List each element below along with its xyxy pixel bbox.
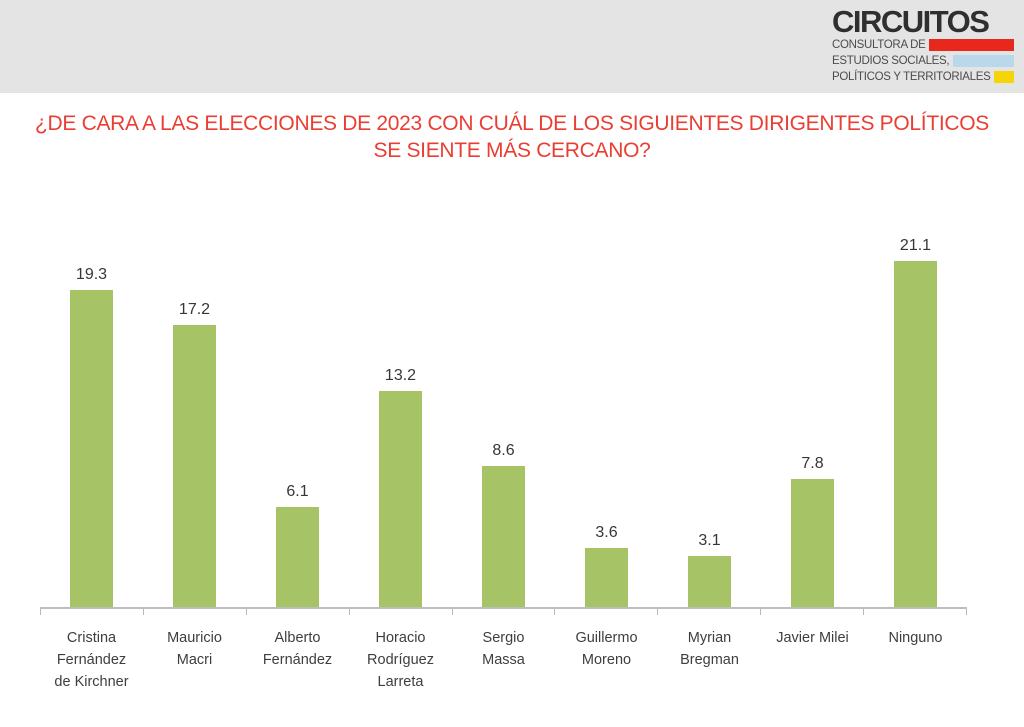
bar-value-label: 13.2 <box>384 366 417 384</box>
x-axis-labels: Cristina Fernández de Kirchner Mauricio M… <box>40 615 967 693</box>
category-label: Alberto Fernández <box>262 630 333 668</box>
category-label: Horacio Rodríguez Larreta <box>367 630 434 690</box>
bar <box>791 479 834 607</box>
logo-subtitle-text: ESTUDIOS SOCIALES, <box>832 55 950 67</box>
bar-value-label: 17.2 <box>178 300 211 318</box>
bar <box>276 506 319 607</box>
logo-subtitle-text: POLÍTICOS Y TERRITORIALES <box>832 71 991 83</box>
bar-value-label: 7.8 <box>801 455 824 473</box>
logo-title: CIRCUITOS <box>832 4 990 39</box>
logo-blue-bar <box>953 55 1014 67</box>
bar <box>70 290 113 607</box>
bar-column: 6.1 <box>246 483 349 607</box>
bar-value-label: 19.3 <box>75 266 108 284</box>
bar-column: 19.3 <box>40 266 143 607</box>
chart-title: ¿DE CARA A LAS ELECCIONES DE 2023 CON CU… <box>0 93 1024 164</box>
bar-column: 3.1 <box>658 532 761 607</box>
bar <box>173 324 216 607</box>
logo-yellow-bar <box>994 71 1014 83</box>
bar-column: 17.2 <box>143 301 246 607</box>
axis-tick <box>451 609 555 615</box>
logo-red-bar <box>929 39 1014 51</box>
bar <box>688 556 731 607</box>
bar-column: 7.8 <box>761 455 864 607</box>
bar <box>894 260 937 607</box>
bar-column: 3.6 <box>555 524 658 607</box>
logo-subtitle-text: CONSULTORA DE <box>832 39 926 51</box>
bar <box>585 547 628 607</box>
bar-column: 8.6 <box>452 442 555 607</box>
category-label: Ninguno <box>888 630 943 646</box>
logo-subtitle-row: CONSULTORA DE <box>832 37 1014 53</box>
header-band: CIRCUITOS CONSULTORA DE ESTUDIOS SOCIALE… <box>0 0 1024 93</box>
category-label: Guillermo Moreno <box>575 630 638 668</box>
axis-tick <box>245 609 349 615</box>
category-label: Cristina Fernández de Kirchner <box>54 630 129 690</box>
category-label: Mauricio Macri <box>167 630 222 668</box>
category-label: Javier Milei <box>776 630 849 646</box>
axis-tick <box>760 609 863 615</box>
bar <box>379 390 422 607</box>
bar <box>482 465 525 607</box>
bar-value-label: 6.1 <box>286 482 309 500</box>
axis-tick <box>863 609 966 615</box>
axis-tick <box>554 609 657 615</box>
logo-subtitle-row: POLÍTICOS Y TERRITORIALES <box>832 69 1014 85</box>
bar-value-label: 3.1 <box>698 532 721 550</box>
bar-value-label: 21.1 <box>899 236 932 254</box>
bar-value-label: 3.6 <box>595 523 618 541</box>
plot-area: 19.3 17.2 6.1 13.2 8.6 3.6 3.1 7.8 21.1 <box>40 164 967 609</box>
category-label: Sergio Massa <box>482 630 525 668</box>
bar-column: 21.1 <box>864 237 967 607</box>
chart-title-line2: SE SIENTE MÁS CERCANO? <box>373 139 651 162</box>
axis-tick <box>348 609 452 615</box>
category-label: Myrian Bregman <box>680 630 739 668</box>
bar-chart: 19.3 17.2 6.1 13.2 8.6 3.6 3.1 7.8 21.1 Cristina… <box>40 164 967 693</box>
axis-tick <box>142 609 246 615</box>
x-axis-ticks <box>40 609 967 615</box>
logo-subtitle-row: ESTUDIOS SOCIALES, <box>832 53 1014 69</box>
chart-title-line1: ¿DE CARA A LAS ELECCIONES DE 2023 CON CU… <box>34 112 990 135</box>
bar-value-label: 8.6 <box>492 441 515 459</box>
bar-column: 13.2 <box>349 367 452 607</box>
axis-tick <box>40 609 143 615</box>
circuitos-logo: CIRCUITOS CONSULTORA DE ESTUDIOS SOCIALE… <box>832 4 1014 85</box>
axis-tick <box>657 609 760 615</box>
